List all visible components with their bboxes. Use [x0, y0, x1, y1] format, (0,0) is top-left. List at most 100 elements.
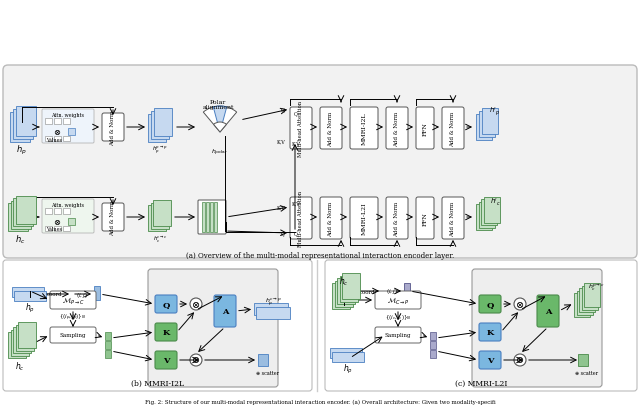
Text: coord: coord [47, 292, 63, 297]
Bar [339, 276, 358, 302]
FancyBboxPatch shape [442, 108, 464, 150]
FancyBboxPatch shape [479, 295, 501, 313]
Bar [330, 348, 362, 358]
Text: $h_p^{p\rightarrow p}$: $h_p^{p\rightarrow p}$ [152, 144, 168, 155]
Bar [8, 204, 28, 231]
Bar [574, 293, 590, 317]
Text: K: K [486, 328, 493, 336]
Text: Attn. weights: Attn. weights [51, 112, 84, 117]
Bar [63, 137, 70, 142]
Text: $\{(i_p,j_p)\}_N$: $\{(i_p,j_p)\}_N$ [60, 312, 86, 322]
FancyBboxPatch shape [537, 295, 559, 327]
FancyBboxPatch shape [472, 269, 602, 387]
Bar [577, 291, 593, 315]
Bar [342, 273, 360, 299]
FancyBboxPatch shape [416, 197, 434, 240]
Text: Fig. 2: Structure of our multi-modal representational interaction encoder. (a) O: Fig. 2: Structure of our multi-modal rep… [145, 399, 495, 404]
Text: $h_c$: $h_c$ [15, 233, 25, 246]
FancyBboxPatch shape [375, 327, 421, 343]
Bar [8, 332, 26, 358]
Text: V: V [163, 356, 169, 364]
Text: ⊕ scatter: ⊕ scatter [575, 370, 598, 375]
FancyBboxPatch shape [198, 201, 226, 235]
Text: ⊕ scatter: ⊕ scatter [256, 370, 279, 375]
Bar [579, 288, 595, 312]
Text: $\mathcal{M}_{C\rightarrow P}$: $\mathcal{M}_{C\rightarrow P}$ [387, 295, 410, 306]
Bar [15, 196, 35, 224]
FancyBboxPatch shape [148, 269, 278, 387]
Bar [148, 115, 166, 142]
Bar [10, 113, 30, 142]
Bar [210, 202, 213, 233]
Text: $(i,j)$: $(i,j)$ [386, 287, 398, 296]
Bar [148, 206, 166, 231]
Text: FFN: FFN [422, 122, 428, 135]
Bar [582, 286, 598, 310]
FancyBboxPatch shape [102, 204, 124, 231]
Bar [430, 341, 436, 349]
FancyBboxPatch shape [290, 108, 312, 150]
FancyBboxPatch shape [375, 291, 421, 309]
Text: ⊗: ⊗ [516, 300, 524, 309]
Bar [10, 201, 31, 229]
Bar [105, 341, 111, 349]
FancyBboxPatch shape [42, 199, 94, 233]
Text: Values: Values [46, 227, 62, 232]
Circle shape [514, 354, 526, 366]
Text: Add & Norm: Add & Norm [394, 201, 399, 236]
Circle shape [514, 298, 526, 310]
FancyBboxPatch shape [416, 108, 434, 150]
Bar [430, 332, 436, 340]
Bar [481, 199, 497, 225]
Text: Add & Norm: Add & Norm [328, 111, 333, 146]
Text: $(i,j)$: $(i,j)$ [76, 290, 88, 299]
Text: Q: Q [294, 111, 298, 116]
Bar [258, 354, 268, 366]
Text: Q: Q [281, 231, 285, 236]
Bar [45, 226, 52, 231]
Text: Multi-head Attention: Multi-head Attention [298, 101, 303, 157]
Text: $h_c$: $h_c$ [339, 275, 349, 287]
Bar [256, 307, 290, 319]
Bar [63, 119, 70, 125]
Bar [482, 109, 498, 135]
FancyBboxPatch shape [320, 197, 342, 240]
Text: Q: Q [294, 231, 298, 236]
Bar [13, 327, 31, 353]
Text: (a) Overview of the multi-modal representational interaction encoder layer.: (a) Overview of the multi-modal represen… [186, 252, 454, 259]
FancyBboxPatch shape [214, 295, 236, 327]
Text: A: A [221, 307, 228, 315]
Bar [54, 119, 61, 125]
Bar [479, 112, 495, 138]
Bar [476, 204, 492, 230]
Bar [15, 325, 33, 351]
FancyBboxPatch shape [155, 295, 177, 313]
Text: $h_c^{p\rightarrow c}$: $h_c^{p\rightarrow c}$ [588, 282, 604, 292]
Bar [206, 202, 209, 233]
FancyBboxPatch shape [386, 108, 408, 150]
Bar [151, 112, 169, 140]
Text: Q: Q [163, 300, 170, 308]
Text: ⊗: ⊗ [54, 129, 61, 137]
Bar [45, 209, 52, 214]
FancyBboxPatch shape [479, 351, 501, 369]
Text: Q: Q [280, 107, 285, 112]
Text: Add & Norm: Add & Norm [451, 201, 456, 236]
FancyBboxPatch shape [155, 351, 177, 369]
Bar [63, 226, 70, 231]
Text: coord: coord [360, 289, 376, 294]
Bar [335, 281, 353, 307]
Text: ⊗: ⊗ [516, 356, 524, 365]
Bar [12, 287, 44, 297]
Bar [63, 209, 70, 214]
Bar [430, 350, 436, 358]
FancyBboxPatch shape [479, 323, 501, 341]
Bar [13, 199, 33, 226]
FancyBboxPatch shape [102, 114, 124, 142]
Text: K,V: K,V [276, 139, 285, 144]
Wedge shape [213, 107, 227, 133]
Text: $h_p$: $h_p$ [343, 361, 353, 375]
Bar [54, 137, 61, 142]
Bar [68, 129, 75, 136]
Bar [13, 110, 33, 140]
